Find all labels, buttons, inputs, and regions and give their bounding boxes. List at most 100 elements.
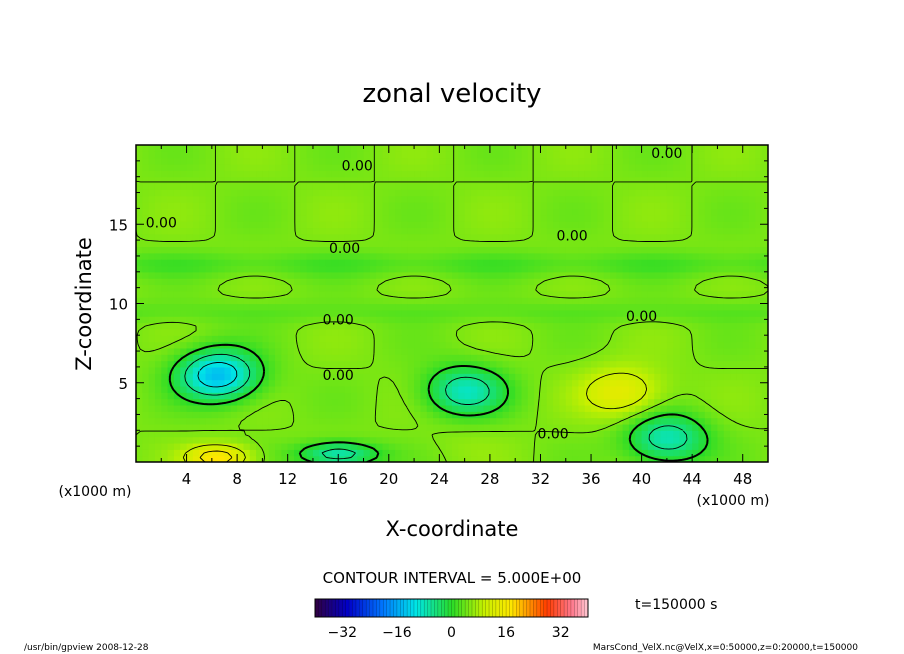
field-cell — [483, 151, 491, 159]
field-cell — [439, 385, 447, 393]
field-cell — [192, 354, 200, 362]
field-cell — [496, 208, 504, 216]
field-cell — [319, 208, 327, 216]
field-cell — [218, 335, 226, 343]
field-cell — [167, 309, 175, 317]
field-cell — [553, 214, 561, 222]
field-cell — [325, 303, 333, 311]
field-cell — [369, 379, 377, 387]
field-cell — [325, 284, 333, 292]
field-cell — [610, 214, 617, 222]
field-cell — [704, 449, 712, 457]
field-cell — [597, 366, 605, 374]
field-cell — [540, 309, 548, 317]
field-cell — [445, 449, 453, 457]
field-cell — [534, 360, 542, 368]
field-cell — [192, 176, 200, 184]
field-cell — [420, 157, 428, 165]
field-cell — [407, 379, 415, 387]
field-cell — [224, 271, 232, 279]
field-cell — [186, 271, 194, 279]
field-cell — [414, 221, 421, 229]
field-cell — [647, 430, 655, 438]
field-cell — [647, 164, 655, 171]
field-cell — [730, 449, 737, 457]
field-cell — [142, 328, 150, 336]
field-cell — [382, 328, 390, 336]
field-cell — [268, 373, 276, 381]
field-cell — [717, 170, 725, 178]
field-cell — [654, 366, 662, 374]
field-cell — [470, 246, 478, 254]
field-cell — [572, 392, 579, 400]
field-cell — [205, 233, 213, 241]
field-cell — [622, 366, 630, 374]
field-cell — [136, 195, 143, 203]
field-cell — [742, 385, 750, 393]
field-cell — [666, 442, 674, 450]
field-cell — [527, 259, 535, 267]
field-cell — [319, 455, 327, 462]
field-cell — [211, 449, 219, 457]
field-cell — [704, 176, 712, 184]
field-cell — [534, 379, 542, 387]
field-cell — [173, 189, 181, 197]
field-cell — [489, 246, 497, 254]
field-cell — [363, 189, 371, 197]
field-cell — [249, 309, 257, 317]
field-cell — [489, 202, 497, 209]
field-cell — [546, 379, 554, 387]
field-cell — [414, 309, 421, 317]
field-cell — [584, 290, 592, 298]
field-cell — [578, 442, 586, 450]
field-cell — [262, 335, 270, 343]
field-cell — [388, 385, 396, 393]
field-cell — [736, 195, 744, 203]
field-cell — [369, 430, 377, 438]
field-cell — [268, 246, 276, 254]
field-cell — [666, 379, 674, 387]
field-cell — [572, 265, 579, 273]
field-cell — [325, 290, 333, 298]
field-cell — [458, 195, 466, 203]
field-cell — [464, 297, 472, 305]
field-cell — [306, 189, 314, 197]
field-cell — [186, 189, 194, 197]
field-cell — [610, 271, 617, 279]
field-cell — [306, 259, 314, 267]
field-cell — [249, 354, 257, 362]
field-cell — [654, 316, 662, 324]
field-cell — [666, 430, 674, 438]
field-cell — [635, 145, 643, 152]
field-cell — [565, 341, 573, 349]
field-cell — [230, 379, 238, 387]
field-cell — [186, 183, 194, 190]
field-cell — [730, 360, 737, 368]
field-cell — [591, 347, 598, 355]
field-cell — [711, 265, 719, 273]
field-cell — [654, 309, 662, 317]
field-cell — [338, 284, 346, 292]
field-cell — [489, 208, 497, 216]
field-cell — [439, 449, 447, 457]
field-cell — [483, 303, 491, 311]
field-cell — [654, 354, 662, 362]
field-cell — [173, 278, 181, 286]
field-cell — [306, 195, 314, 203]
field-cell — [186, 195, 194, 203]
field-cell — [243, 366, 251, 374]
field-cell — [610, 303, 617, 311]
field-cell — [730, 284, 737, 292]
field-cell — [717, 347, 725, 355]
field-cell — [749, 252, 756, 260]
field-cell — [591, 449, 598, 457]
field-cell — [268, 252, 276, 260]
field-cell — [344, 316, 352, 324]
field-cell — [736, 328, 744, 336]
field-cell — [546, 430, 554, 438]
field-cell — [344, 341, 352, 349]
field-cell — [559, 436, 567, 444]
field-cell — [464, 208, 472, 216]
field-cell — [262, 145, 270, 152]
field-cell — [711, 278, 719, 286]
